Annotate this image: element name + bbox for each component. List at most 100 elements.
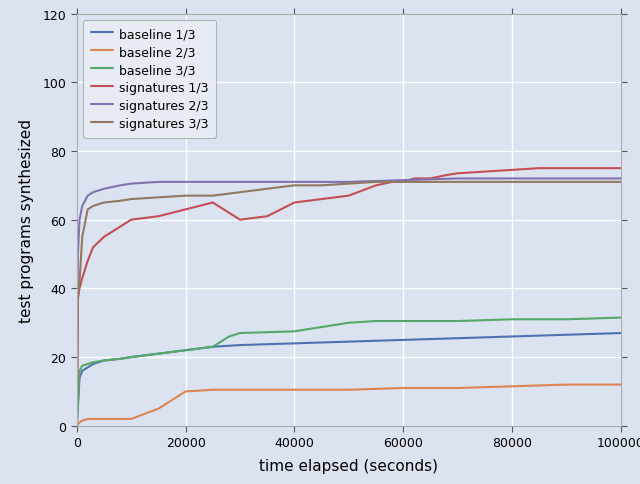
baseline 1/3	[182, 348, 189, 353]
signatures 2/3	[291, 180, 298, 185]
signatures 1/3	[90, 245, 97, 251]
baseline 1/3	[100, 358, 108, 363]
signatures 1/3	[617, 166, 625, 172]
baseline 3/3	[225, 334, 233, 340]
baseline 3/3	[182, 348, 189, 353]
signatures 3/3	[427, 180, 435, 185]
baseline 2/3	[508, 384, 516, 390]
signatures 1/3	[372, 183, 380, 189]
baseline 3/3	[508, 317, 516, 322]
baseline 2/3	[155, 406, 163, 412]
baseline 3/3	[345, 320, 353, 326]
signatures 2/3	[73, 423, 81, 429]
baseline 3/3	[116, 356, 124, 362]
signatures 2/3	[209, 180, 216, 185]
baseline 1/3	[90, 361, 97, 367]
baseline 1/3	[84, 365, 92, 371]
baseline 3/3	[84, 361, 92, 367]
baseline 2/3	[563, 382, 570, 388]
signatures 3/3	[182, 193, 189, 199]
signatures 3/3	[236, 190, 244, 196]
signatures 1/3	[590, 166, 598, 172]
baseline 3/3	[236, 331, 244, 336]
signatures 2/3	[236, 180, 244, 185]
Legend: baseline 1/3, baseline 2/3, baseline 3/3, signatures 1/3, signatures 2/3, signat: baseline 1/3, baseline 2/3, baseline 3/3…	[83, 21, 216, 138]
baseline 2/3	[127, 416, 135, 422]
signatures 1/3	[536, 166, 543, 172]
baseline 2/3	[345, 387, 353, 393]
Line: signatures 1/3: signatures 1/3	[77, 169, 621, 426]
baseline 3/3	[90, 360, 97, 365]
signatures 3/3	[100, 200, 108, 206]
Line: baseline 1/3: baseline 1/3	[77, 333, 621, 426]
signatures 1/3	[78, 275, 86, 281]
baseline 1/3	[454, 335, 461, 341]
baseline 1/3	[209, 344, 216, 350]
signatures 1/3	[291, 200, 298, 206]
signatures 3/3	[116, 198, 124, 204]
signatures 3/3	[454, 180, 461, 185]
baseline 3/3	[127, 354, 135, 360]
signatures 1/3	[563, 166, 570, 172]
baseline 1/3	[563, 332, 570, 338]
signatures 2/3	[508, 176, 516, 182]
signatures 2/3	[182, 180, 189, 185]
baseline 2/3	[209, 387, 216, 393]
X-axis label: time elapsed (seconds): time elapsed (seconds)	[259, 457, 438, 472]
baseline 2/3	[76, 420, 83, 425]
baseline 3/3	[100, 358, 108, 363]
signatures 1/3	[318, 197, 326, 202]
signatures 2/3	[617, 176, 625, 182]
Y-axis label: test programs synthesized: test programs synthesized	[19, 119, 34, 322]
signatures 3/3	[209, 193, 216, 199]
signatures 2/3	[100, 186, 108, 192]
Line: signatures 3/3: signatures 3/3	[77, 182, 621, 426]
baseline 3/3	[73, 423, 81, 429]
signatures 1/3	[388, 180, 396, 185]
signatures 1/3	[182, 207, 189, 213]
signatures 1/3	[508, 167, 516, 173]
signatures 1/3	[73, 423, 81, 429]
baseline 2/3	[236, 387, 244, 393]
signatures 1/3	[481, 169, 489, 175]
baseline 1/3	[508, 334, 516, 340]
baseline 1/3	[155, 351, 163, 357]
signatures 3/3	[617, 180, 625, 185]
signatures 3/3	[155, 195, 163, 201]
signatures 2/3	[399, 178, 407, 184]
baseline 1/3	[617, 331, 625, 336]
signatures 1/3	[410, 176, 418, 182]
signatures 1/3	[443, 173, 451, 179]
signatures 3/3	[508, 180, 516, 185]
baseline 1/3	[116, 356, 124, 362]
baseline 2/3	[454, 385, 461, 391]
signatures 3/3	[74, 293, 82, 299]
baseline 3/3	[399, 318, 407, 324]
baseline 2/3	[291, 387, 298, 393]
signatures 1/3	[264, 214, 271, 220]
signatures 1/3	[100, 234, 108, 240]
signatures 3/3	[78, 234, 86, 240]
signatures 2/3	[563, 176, 570, 182]
signatures 2/3	[116, 183, 124, 189]
signatures 3/3	[291, 183, 298, 189]
Line: baseline 2/3: baseline 2/3	[77, 385, 621, 426]
signatures 1/3	[84, 258, 92, 264]
signatures 2/3	[155, 180, 163, 185]
baseline 2/3	[399, 385, 407, 391]
signatures 3/3	[399, 180, 407, 185]
signatures 1/3	[155, 214, 163, 220]
signatures 2/3	[454, 176, 461, 182]
baseline 1/3	[291, 341, 298, 347]
signatures 1/3	[236, 217, 244, 223]
baseline 1/3	[73, 423, 81, 429]
signatures 3/3	[318, 183, 326, 189]
signatures 3/3	[76, 279, 83, 285]
signatures 2/3	[78, 204, 86, 210]
baseline 2/3	[90, 416, 97, 422]
baseline 3/3	[617, 315, 625, 321]
signatures 3/3	[127, 197, 135, 202]
baseline 3/3	[209, 344, 216, 350]
baseline 2/3	[78, 418, 86, 424]
signatures 1/3	[209, 200, 216, 206]
